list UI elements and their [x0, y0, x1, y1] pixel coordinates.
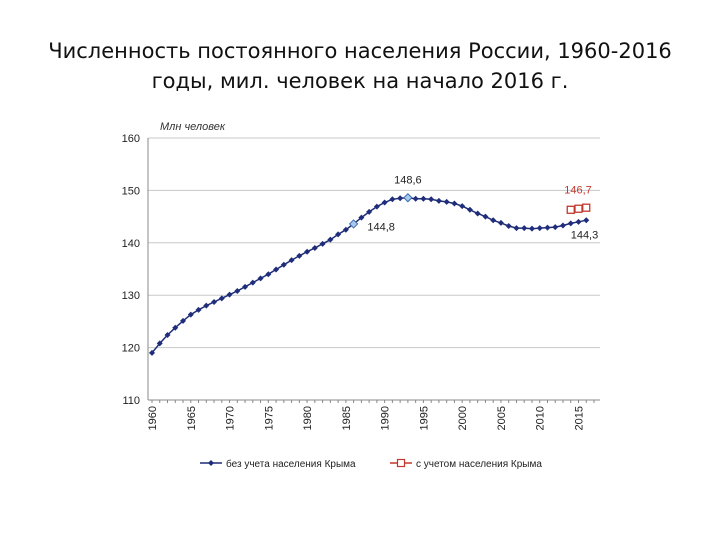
- x-tick-label: 1975: [263, 406, 275, 430]
- x-tick-label: 1970: [225, 406, 237, 430]
- data-point-without-crimea: [234, 288, 241, 295]
- data-point-without-crimea: [482, 213, 489, 220]
- data-point-with-crimea: [582, 203, 591, 212]
- data-point-without-crimea: [420, 195, 427, 202]
- y-tick-label: 130: [122, 290, 140, 302]
- slide-title-line-2: годы, мил. человек на начало 2016 г.: [151, 69, 569, 93]
- data-point-without-crimea: [521, 225, 528, 232]
- y-tick-label: 140: [122, 238, 140, 250]
- data-point-without-crimea: [149, 349, 155, 356]
- data-point-without-crimea: [505, 223, 512, 230]
- unit-label: Млн человек: [160, 121, 226, 133]
- y-tick-label: 110: [122, 395, 140, 407]
- x-tick-label: 1960: [147, 406, 159, 430]
- data-point-without-crimea: [249, 279, 256, 286]
- data-point-without-crimea: [180, 317, 187, 324]
- slide-title: Численность постоянного населения России…: [40, 36, 680, 96]
- data-point-without-crimea: [296, 252, 303, 259]
- data-point-without-crimea: [288, 257, 295, 264]
- data-point-without-crimea: [327, 236, 334, 243]
- data-point-without-crimea: [280, 261, 287, 268]
- data-point-without-crimea: [265, 271, 272, 278]
- legend: без учета населения Крыма с учетом населе…: [200, 458, 542, 470]
- data-point-without-crimea: [156, 340, 163, 347]
- data-point-without-crimea: [575, 218, 582, 225]
- data-point-without-crimea: [203, 302, 210, 309]
- data-point-with-crimea: [566, 205, 575, 214]
- highlight-point: [348, 219, 359, 229]
- data-label: 148,6: [394, 175, 422, 187]
- data-point-without-crimea: [544, 224, 551, 231]
- data-point-without-crimea: [466, 206, 473, 213]
- y-tick-label: 120: [122, 343, 140, 355]
- series-layer: [149, 193, 591, 356]
- data-point-without-crimea: [164, 332, 171, 339]
- data-point-without-crimea: [552, 224, 559, 231]
- data-point-without-crimea: [187, 311, 194, 318]
- legend-marker-without-crimea: [208, 460, 214, 466]
- data-point-without-crimea: [242, 283, 249, 290]
- data-point-without-crimea: [195, 306, 202, 313]
- data-point-without-crimea: [335, 231, 342, 238]
- y-tick-label: 150: [122, 185, 140, 197]
- data-labels: 148,6 144,8 146,7 144,3: [367, 175, 598, 242]
- legend-label-with-crimea: с учетом населения Крыма: [416, 459, 542, 470]
- data-point-without-crimea: [559, 222, 566, 229]
- data-point-without-crimea: [358, 214, 365, 221]
- x-tick-label: 2000: [457, 406, 469, 430]
- data-point-without-crimea: [583, 217, 590, 224]
- data-label: 144,3: [571, 229, 599, 241]
- data-point-without-crimea: [373, 203, 380, 210]
- data-point-without-crimea: [451, 200, 458, 207]
- data-point-without-crimea: [435, 197, 442, 204]
- data-point-without-crimea: [412, 195, 419, 202]
- x-tick-label: 2005: [496, 406, 508, 430]
- x-tick-label: 1995: [418, 406, 430, 430]
- data-point-without-crimea: [528, 225, 535, 232]
- x-tick-label: 1990: [380, 406, 392, 430]
- data-point-without-crimea: [389, 196, 396, 203]
- data-point-without-crimea: [536, 225, 543, 232]
- x-tick-label: 1985: [341, 406, 353, 430]
- data-point-without-crimea: [311, 245, 318, 252]
- x-tick-label: 1965: [186, 406, 198, 430]
- data-point-without-crimea: [397, 195, 404, 202]
- axes: 110 120 130 140 150 160 1960 1965 1970 1975 1980 19…: [122, 133, 600, 430]
- data-label: 144,8: [367, 222, 395, 234]
- data-point-without-crimea: [567, 220, 574, 227]
- slide-title-line-1: Численность постоянного населения России…: [48, 39, 672, 63]
- legend-marker-with-crimea: [396, 458, 406, 468]
- highlight-point: [403, 193, 413, 203]
- data-point-without-crimea: [428, 196, 435, 203]
- grid-lines: [148, 137, 600, 349]
- data-point-without-crimea: [381, 199, 388, 206]
- data-point-without-crimea: [218, 295, 225, 302]
- legend-label-without-crimea: без учета населения Крыма: [226, 458, 356, 470]
- data-point-with-crimea: [574, 204, 583, 213]
- data-label: 146,7: [564, 185, 592, 197]
- data-point-without-crimea: [172, 324, 179, 331]
- data-point-without-crimea: [226, 291, 233, 298]
- data-point-without-crimea: [497, 219, 504, 226]
- data-point-without-crimea: [257, 275, 264, 282]
- data-point-without-crimea: [273, 266, 280, 273]
- data-point-without-crimea: [366, 208, 373, 215]
- x-tick-label: 1980: [302, 406, 314, 430]
- x-tick-label: 2015: [573, 406, 585, 430]
- y-tick-label: 160: [122, 133, 140, 145]
- data-point-without-crimea: [513, 225, 520, 232]
- data-point-without-crimea: [304, 248, 311, 255]
- data-point-without-crimea: [459, 203, 466, 210]
- data-point-without-crimea: [474, 210, 481, 217]
- data-point-without-crimea: [211, 299, 218, 306]
- data-point-without-crimea: [490, 217, 497, 224]
- data-point-without-crimea: [319, 240, 326, 247]
- data-point-without-crimea: [342, 226, 349, 233]
- x-tick-label: 2010: [535, 406, 547, 430]
- data-point-without-crimea: [443, 198, 450, 205]
